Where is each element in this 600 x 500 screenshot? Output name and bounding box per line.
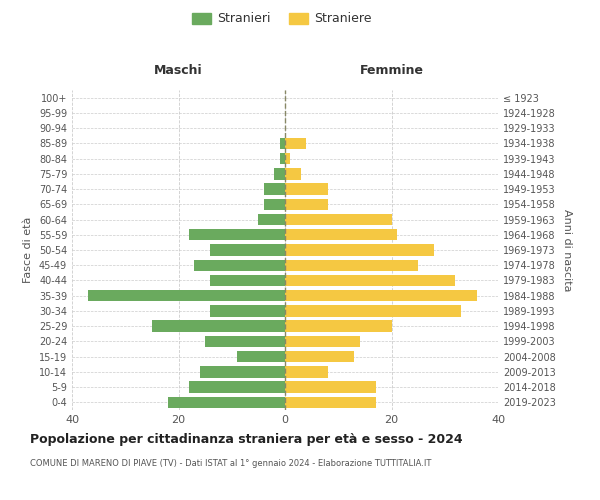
Bar [285, 214, 392, 225]
Text: Popolazione per cittadinanza straniera per età e sesso - 2024: Popolazione per cittadinanza straniera p… [30, 432, 463, 446]
Text: COMUNE DI MARENO DI PIAVE (TV) - Dati ISTAT al 1° gennaio 2024 - Elaborazione TU: COMUNE DI MARENO DI PIAVE (TV) - Dati IS… [30, 459, 431, 468]
Bar [152, 320, 285, 332]
Bar [285, 153, 290, 164]
Bar [189, 382, 285, 393]
Bar [285, 320, 392, 332]
Bar [285, 229, 397, 240]
Bar [211, 275, 285, 286]
Text: Femmine: Femmine [359, 64, 424, 78]
Bar [189, 229, 285, 240]
Bar [88, 290, 285, 302]
Legend: Stranieri, Straniere: Stranieri, Straniere [188, 8, 376, 29]
Bar [205, 336, 285, 347]
Bar [285, 396, 376, 408]
Bar [285, 244, 434, 256]
Bar [285, 305, 461, 316]
Y-axis label: Anni di nascita: Anni di nascita [562, 209, 572, 291]
Text: Maschi: Maschi [154, 64, 203, 78]
Bar [285, 366, 328, 378]
Bar [264, 198, 285, 210]
Bar [285, 290, 477, 302]
Bar [274, 168, 285, 179]
Bar [285, 351, 354, 362]
Bar [211, 305, 285, 316]
Bar [285, 138, 307, 149]
Bar [194, 260, 285, 271]
Y-axis label: Fasce di età: Fasce di età [23, 217, 33, 283]
Bar [237, 351, 285, 362]
Bar [200, 366, 285, 378]
Bar [211, 244, 285, 256]
Bar [285, 382, 376, 393]
Bar [285, 336, 359, 347]
Bar [285, 184, 328, 195]
Bar [285, 168, 301, 179]
Bar [259, 214, 285, 225]
Bar [168, 396, 285, 408]
Bar [285, 260, 418, 271]
Bar [264, 184, 285, 195]
Bar [280, 138, 285, 149]
Bar [280, 153, 285, 164]
Bar [285, 275, 455, 286]
Bar [285, 198, 328, 210]
